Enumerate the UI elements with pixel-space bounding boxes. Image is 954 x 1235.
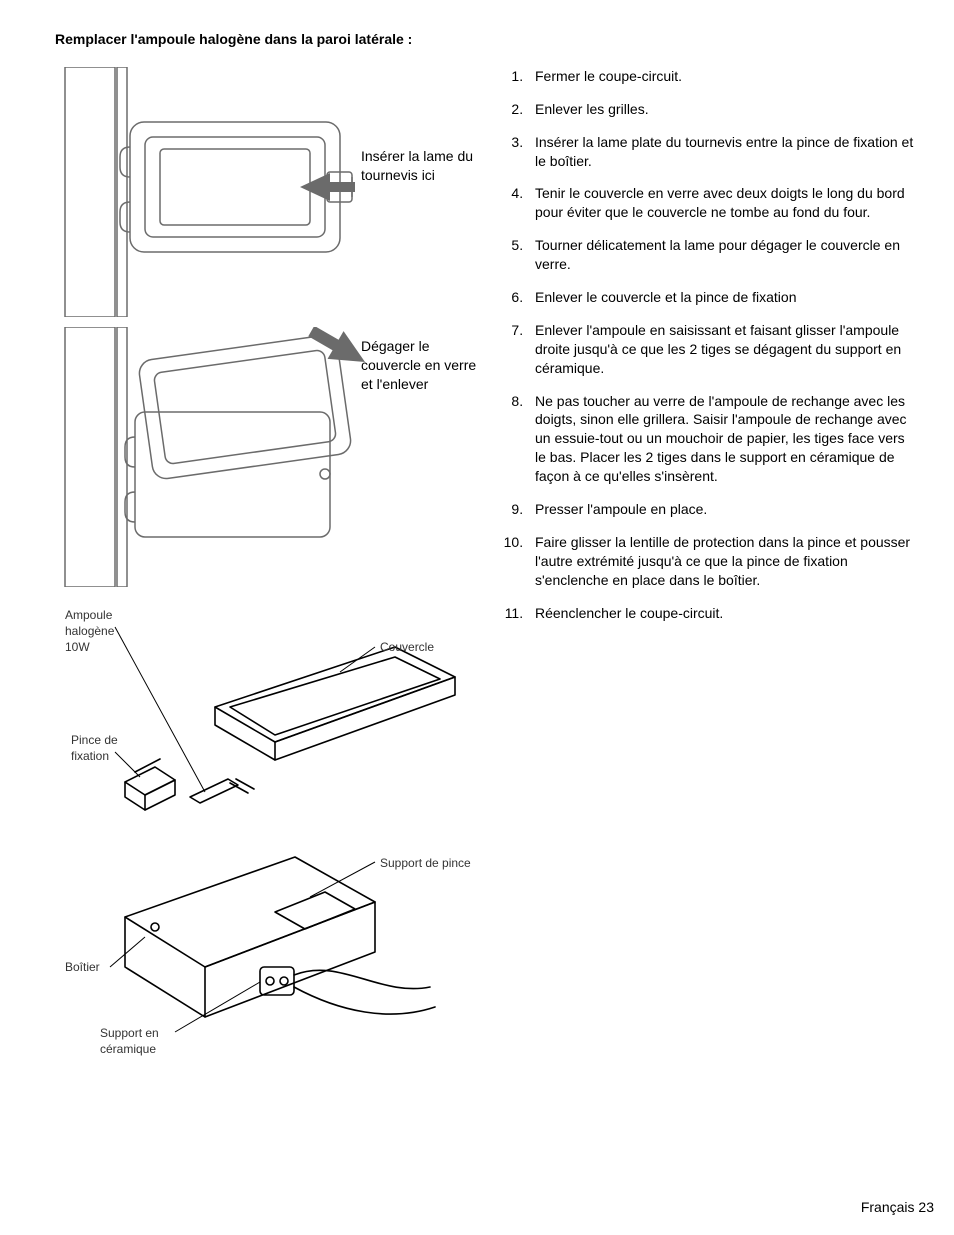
steps-column: Fermer le coupe-circuit. Enlever les gri… (505, 67, 919, 1057)
two-column-layout: Insérer la lame du tournevis ici (55, 67, 919, 1057)
figure-1-caption: Insérer la lame du tournevis ici (355, 67, 485, 185)
step-item: Enlever le couvercle et la pince de fixa… (527, 288, 919, 307)
figure-3-svg (55, 607, 475, 1057)
figure-3: Ampoule halogène 10W Couvercle Pince de … (55, 607, 485, 1057)
steps-list: Fermer le coupe-circuit. Enlever les gri… (505, 67, 919, 623)
step-item: Tenir le couvercle en verre avec deux do… (527, 184, 919, 222)
label-support-ceram: Support en céramique (100, 1025, 180, 1057)
step-item: Presser l'ampoule en place. (527, 500, 919, 519)
page-title: Remplacer l'ampoule halogène dans la par… (55, 30, 919, 49)
step-item: Insérer la lame plate du tournevis entre… (527, 133, 919, 171)
step-item: Enlever l'ampoule en saisissant et faisa… (527, 321, 919, 378)
page-footer: Français 23 (861, 1198, 934, 1217)
label-couvercle: Couvercle (380, 639, 434, 655)
figure-1-svg (55, 67, 375, 317)
step-item: Tourner délicatement la lame pour dégage… (527, 236, 919, 274)
step-item: Fermer le coupe-circuit. (527, 67, 919, 86)
page: { "title": "Remplacer l'ampoule halogène… (0, 0, 954, 1235)
figure-1 (55, 67, 355, 317)
label-pince: Pince de fixation (71, 732, 131, 764)
step-item: Faire glisser la lentille de protection … (527, 533, 919, 590)
label-support-pince: Support de pince (380, 855, 471, 871)
label-boitier: Boîtier (65, 959, 100, 975)
step-item: Ne pas toucher au verre de l'ampoule de … (527, 392, 919, 486)
figure-2-row: Dégager le couvercle en verre et l'enlev… (55, 327, 485, 587)
figure-2-caption: Dégager le couvercle en verre et l'enlev… (355, 327, 485, 394)
step-item: Réenclencher le coupe-circuit. (527, 604, 919, 623)
step-item: Enlever les grilles. (527, 100, 919, 119)
label-ampoule: Ampoule halogène 10W (65, 607, 135, 656)
figure-2-svg (55, 327, 375, 587)
figure-1-row: Insérer la lame du tournevis ici (55, 67, 485, 317)
figure-2 (55, 327, 355, 587)
figures-column: Insérer la lame du tournevis ici (55, 67, 485, 1057)
